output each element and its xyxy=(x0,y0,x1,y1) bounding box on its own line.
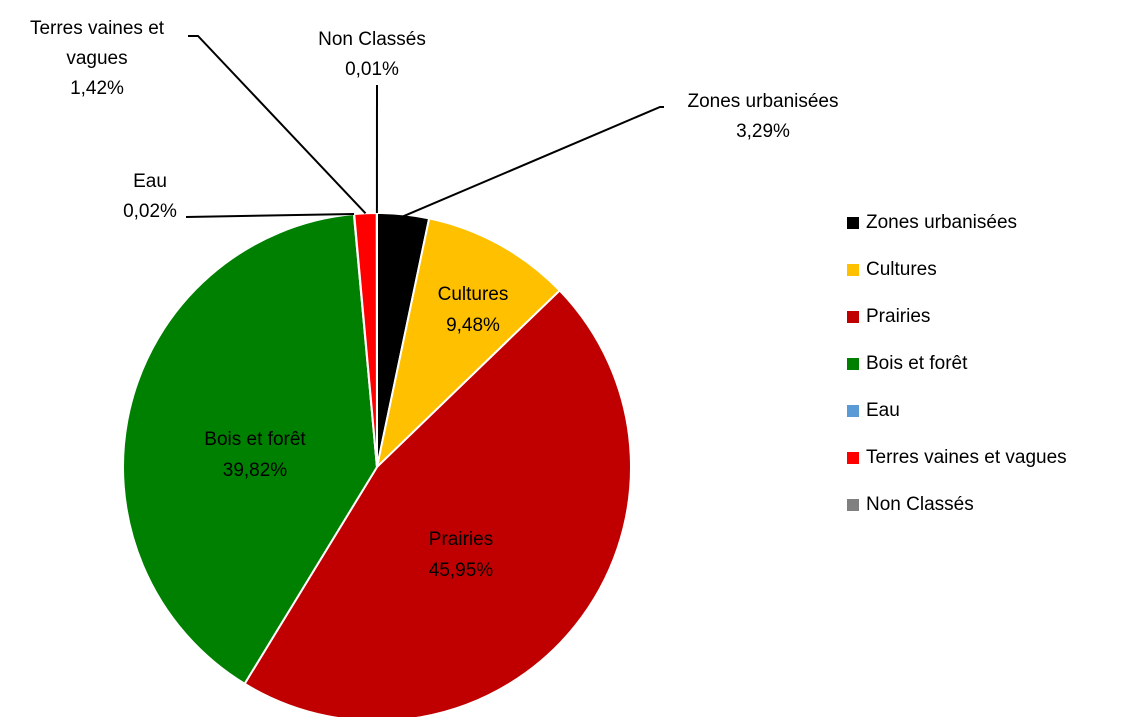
legend-label: Non Classés xyxy=(866,493,974,515)
legend-label: Cultures xyxy=(866,258,937,280)
pie-slice-prairies xyxy=(243,289,632,717)
data-label-zones-urbanisees: Zones urbanisées 3,29% xyxy=(687,91,838,142)
legend-label: Bois et forêt xyxy=(866,352,968,374)
data-labels: Zones urbanisées 3,29% Cultures 9,48% Prairi… xyxy=(30,18,839,581)
legend-item-zones-urbanisees: Zones urbanisées xyxy=(847,205,1117,240)
legend-swatch xyxy=(847,404,859,417)
pie-slice-bois-et-foret xyxy=(122,212,379,686)
legend-item-non-classes: Non Classés xyxy=(847,487,1117,522)
legend-item-prairies: Prairies xyxy=(847,299,1117,334)
legend-item-cultures: Cultures xyxy=(847,252,1117,287)
legend-swatch xyxy=(847,216,859,229)
legend-item-bois-et-foret: Bois et forêt xyxy=(847,346,1117,381)
legend-label: Zones urbanisées xyxy=(866,211,1018,233)
leader-lines xyxy=(185,35,664,218)
pie-slices xyxy=(122,211,632,717)
legend-swatch xyxy=(847,498,859,511)
chart-legend: Zones urbanisées Cultures Prairies Bois et … xyxy=(847,205,1117,534)
data-label-bois-et-foret: Bois et forêt 39,82% xyxy=(204,429,306,481)
data-label-prairies: Prairies 45,95% xyxy=(429,529,494,581)
legend-label: Terres vaines et vagues xyxy=(866,446,1067,468)
legend-swatch xyxy=(847,310,859,323)
legend-swatch xyxy=(847,357,859,370)
data-label-terres-vaines-et-vagues: Terres vaines et vagues 1,42% xyxy=(30,18,165,99)
data-label-eau: Eau 0,02% xyxy=(123,171,177,222)
legend-item-eau: Eau xyxy=(847,393,1117,428)
legend-swatch xyxy=(847,263,859,276)
data-label-cultures: Cultures 9,48% xyxy=(438,284,509,336)
leader-line-eau xyxy=(185,213,355,218)
pie-slice-cultures xyxy=(375,217,562,470)
leader-line-terres-vaines-et-vagues xyxy=(188,35,367,214)
legend-label: Eau xyxy=(866,399,900,421)
leader-line-zones-urbanisees xyxy=(402,106,664,218)
legend-item-terres-vaines-et-vagues: Terres vaines et vagues xyxy=(847,440,1117,475)
data-label-non-classes: Non Classés 0,01% xyxy=(318,29,426,80)
legend-swatch xyxy=(847,451,859,464)
legend-label: Prairies xyxy=(866,305,931,327)
